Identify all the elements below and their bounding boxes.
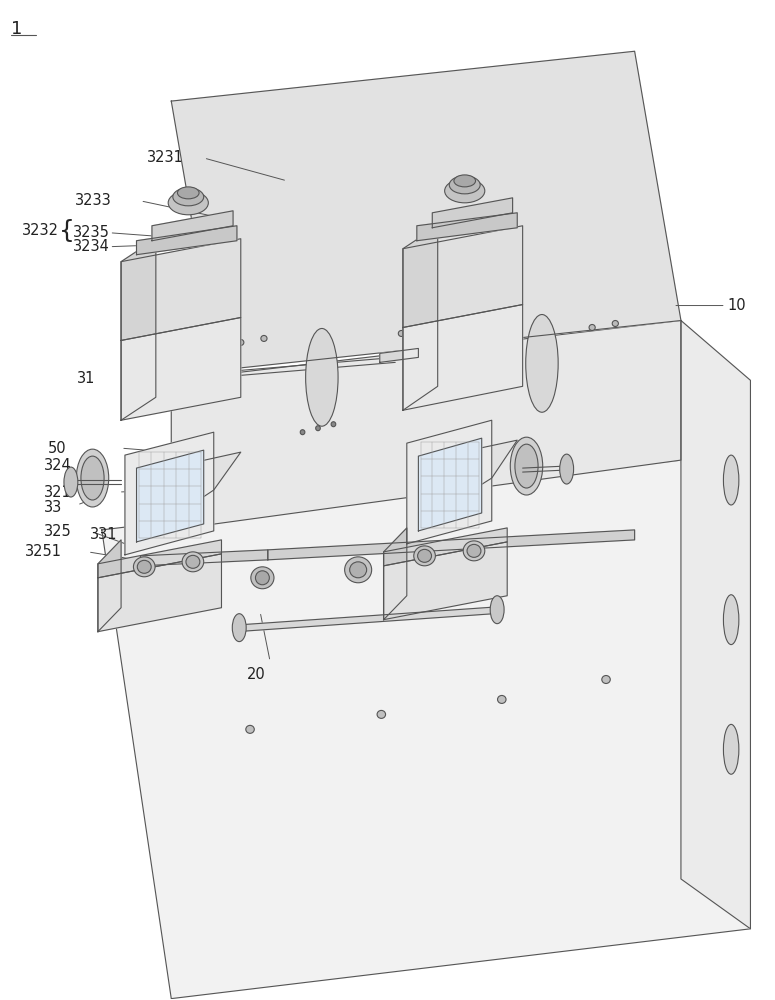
Ellipse shape xyxy=(445,179,485,203)
Ellipse shape xyxy=(467,544,481,557)
Ellipse shape xyxy=(315,426,320,431)
Ellipse shape xyxy=(305,328,338,426)
Polygon shape xyxy=(98,540,222,578)
Polygon shape xyxy=(384,542,507,620)
Ellipse shape xyxy=(177,187,199,199)
Polygon shape xyxy=(152,211,233,241)
Polygon shape xyxy=(418,438,482,531)
Polygon shape xyxy=(432,198,512,228)
Polygon shape xyxy=(171,51,681,370)
Text: 20: 20 xyxy=(247,667,266,682)
Polygon shape xyxy=(407,420,492,544)
Polygon shape xyxy=(384,528,507,566)
Text: 3231: 3231 xyxy=(146,150,184,165)
Ellipse shape xyxy=(422,327,428,333)
Ellipse shape xyxy=(182,552,204,572)
Polygon shape xyxy=(417,213,517,241)
Text: 10: 10 xyxy=(727,298,746,313)
Text: 50: 50 xyxy=(48,441,67,456)
Ellipse shape xyxy=(498,695,506,703)
Ellipse shape xyxy=(418,549,432,562)
Ellipse shape xyxy=(723,595,739,645)
Polygon shape xyxy=(121,318,241,420)
Ellipse shape xyxy=(173,188,204,206)
Ellipse shape xyxy=(256,571,270,585)
Polygon shape xyxy=(403,226,522,327)
Ellipse shape xyxy=(398,330,405,336)
Ellipse shape xyxy=(251,567,274,589)
Polygon shape xyxy=(102,460,750,999)
Ellipse shape xyxy=(510,437,542,495)
Ellipse shape xyxy=(560,454,574,484)
Text: 3232: 3232 xyxy=(22,223,59,238)
Polygon shape xyxy=(98,540,121,632)
Text: 33: 33 xyxy=(44,500,62,515)
Text: 324: 324 xyxy=(44,458,71,473)
Ellipse shape xyxy=(64,467,78,497)
Ellipse shape xyxy=(491,596,504,624)
Text: 331: 331 xyxy=(90,527,118,542)
Ellipse shape xyxy=(723,724,739,774)
Text: 3233: 3233 xyxy=(74,193,112,208)
Ellipse shape xyxy=(723,455,739,505)
Polygon shape xyxy=(403,305,522,410)
Polygon shape xyxy=(681,320,750,929)
Polygon shape xyxy=(403,226,438,410)
Polygon shape xyxy=(237,607,499,632)
Text: {: { xyxy=(60,219,75,243)
Polygon shape xyxy=(98,554,222,632)
Ellipse shape xyxy=(350,562,367,578)
Polygon shape xyxy=(268,530,635,560)
Text: 3235: 3235 xyxy=(73,225,110,240)
Ellipse shape xyxy=(186,555,200,568)
Polygon shape xyxy=(121,239,241,340)
Ellipse shape xyxy=(232,614,246,642)
Polygon shape xyxy=(384,528,407,620)
Ellipse shape xyxy=(137,560,151,573)
Polygon shape xyxy=(125,432,214,555)
Text: 3251: 3251 xyxy=(25,544,61,559)
Ellipse shape xyxy=(463,541,485,561)
Ellipse shape xyxy=(602,676,610,683)
Ellipse shape xyxy=(589,324,595,330)
Ellipse shape xyxy=(449,176,480,194)
Ellipse shape xyxy=(414,546,436,566)
Text: 3234: 3234 xyxy=(73,239,110,254)
Text: 325: 325 xyxy=(44,524,71,539)
Ellipse shape xyxy=(515,444,538,488)
Ellipse shape xyxy=(345,557,372,583)
Ellipse shape xyxy=(238,339,244,345)
Ellipse shape xyxy=(76,449,108,507)
Ellipse shape xyxy=(454,175,476,187)
Text: 31: 31 xyxy=(77,371,95,386)
Text: 1: 1 xyxy=(11,20,22,38)
Polygon shape xyxy=(136,450,204,542)
Ellipse shape xyxy=(331,422,336,427)
Ellipse shape xyxy=(261,335,267,341)
Polygon shape xyxy=(160,452,241,508)
Ellipse shape xyxy=(133,557,155,577)
Polygon shape xyxy=(171,320,681,530)
Ellipse shape xyxy=(300,430,305,435)
Ellipse shape xyxy=(168,191,208,215)
Polygon shape xyxy=(136,226,237,255)
Ellipse shape xyxy=(525,315,558,412)
Polygon shape xyxy=(121,239,156,420)
Ellipse shape xyxy=(377,710,386,718)
Ellipse shape xyxy=(246,725,254,733)
Ellipse shape xyxy=(612,320,618,326)
Polygon shape xyxy=(380,348,419,362)
Polygon shape xyxy=(438,440,517,495)
Ellipse shape xyxy=(81,456,104,500)
Text: 321: 321 xyxy=(44,485,71,500)
Polygon shape xyxy=(140,550,268,566)
